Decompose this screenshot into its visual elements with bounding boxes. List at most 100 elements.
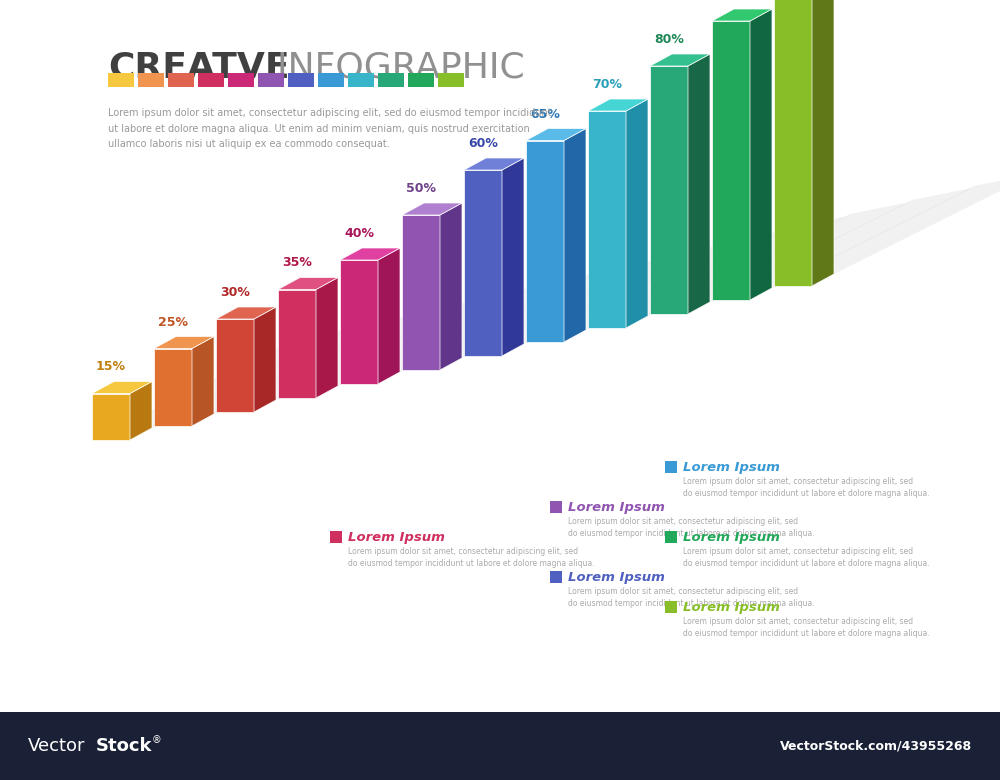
Text: 25%: 25% (158, 315, 188, 328)
Text: MAR: MAR (278, 402, 304, 412)
Text: 35%: 35% (282, 257, 312, 270)
Polygon shape (774, 0, 812, 286)
Polygon shape (464, 158, 524, 170)
Polygon shape (402, 215, 440, 370)
Polygon shape (464, 170, 502, 356)
Bar (378, 73, 404, 87)
Text: Lorem Ipsum: Lorem Ipsum (683, 601, 780, 614)
Polygon shape (316, 278, 338, 398)
Polygon shape (712, 188, 972, 300)
Text: Lorem Ipsum: Lorem Ipsum (568, 501, 665, 513)
Text: Lorem ipsum dolor sit amet, consectetur adipiscing elit, sed
do eiusmod tempor i: Lorem ipsum dolor sit amet, consectetur … (683, 477, 930, 498)
Polygon shape (750, 9, 772, 300)
Text: Lorem ipsum dolor sit amet, consectetur adipiscing elit, sed
do eiusmod tempor i: Lorem ipsum dolor sit amet, consectetur … (683, 547, 930, 568)
Polygon shape (130, 381, 152, 440)
Text: 65%: 65% (530, 108, 560, 120)
Polygon shape (378, 248, 400, 384)
Text: JAN: JAN (154, 430, 175, 440)
Polygon shape (278, 278, 338, 289)
Polygon shape (650, 202, 910, 314)
Bar (168, 73, 194, 87)
Text: FEB: FEB (216, 416, 238, 426)
Polygon shape (154, 349, 192, 426)
Polygon shape (216, 319, 254, 412)
Bar (550, 571, 562, 583)
Text: Lorem Ipsum: Lorem Ipsum (683, 530, 780, 544)
Text: CREATVE: CREATVE (108, 50, 290, 84)
Polygon shape (402, 258, 662, 370)
Polygon shape (526, 129, 586, 140)
Bar (348, 73, 374, 87)
Text: INFOGRAPHIC: INFOGRAPHIC (254, 50, 525, 84)
Bar (408, 73, 434, 87)
Polygon shape (154, 314, 414, 426)
Polygon shape (588, 111, 626, 328)
Text: NOV: NOV (774, 290, 799, 300)
Polygon shape (216, 300, 476, 412)
Text: SEP: SEP (650, 318, 672, 328)
Text: VectorStock.com/43955268: VectorStock.com/43955268 (780, 739, 972, 753)
Text: DEC: DEC (836, 276, 859, 286)
Bar (258, 73, 284, 87)
Bar (330, 531, 342, 543)
Text: AUG: AUG (588, 332, 613, 342)
Text: Lorem ipsum dolor sit amet, consectetur adipiscing elit, sed
do eiusmod tempor i: Lorem ipsum dolor sit amet, consectetur … (348, 547, 595, 568)
Text: Stock: Stock (96, 737, 152, 755)
Polygon shape (92, 381, 152, 393)
Polygon shape (688, 54, 710, 314)
Polygon shape (154, 336, 214, 349)
Text: 60%: 60% (468, 137, 498, 150)
Polygon shape (812, 0, 834, 286)
Text: 50%: 50% (406, 182, 436, 195)
Bar (665, 461, 677, 473)
Polygon shape (774, 174, 1000, 286)
Polygon shape (712, 9, 772, 21)
Polygon shape (464, 244, 724, 356)
Text: 70%: 70% (592, 78, 622, 91)
Bar (0, 712, 1000, 780)
Bar (108, 73, 134, 87)
Bar (318, 73, 344, 87)
Bar (138, 73, 164, 87)
Polygon shape (92, 393, 130, 440)
Text: 15%: 15% (96, 360, 126, 374)
Polygon shape (650, 54, 710, 66)
Bar (665, 601, 677, 613)
Bar (198, 73, 224, 87)
Polygon shape (402, 203, 462, 215)
Polygon shape (588, 216, 848, 328)
Text: Lorem ipsum dolor sit amet, consectetur adipiscing elit, sed
do eiusmod tempor i: Lorem ipsum dolor sit amet, consectetur … (568, 517, 815, 537)
Bar (665, 531, 677, 543)
Polygon shape (340, 272, 600, 384)
Text: 40%: 40% (344, 227, 374, 240)
Text: Lorem Ipsum: Lorem Ipsum (683, 460, 780, 473)
Polygon shape (340, 248, 400, 260)
Polygon shape (278, 286, 538, 398)
Bar (288, 73, 314, 87)
Text: Lorem Ipsum: Lorem Ipsum (568, 570, 665, 583)
Text: Lorem ipsum dolor sit amet, consectetur adipiscing elit, sed
do eiusmod tempor i: Lorem ipsum dolor sit amet, consectetur … (568, 587, 815, 608)
Text: APR: APR (340, 388, 364, 398)
Text: JUL: JUL (526, 346, 545, 356)
Text: OCT: OCT (712, 304, 736, 314)
Polygon shape (440, 203, 462, 370)
Text: 30%: 30% (220, 286, 250, 299)
Polygon shape (92, 328, 352, 440)
Polygon shape (626, 99, 648, 328)
Polygon shape (712, 21, 750, 300)
Text: Vector: Vector (28, 737, 86, 755)
Bar (550, 501, 562, 513)
Polygon shape (340, 260, 378, 384)
Polygon shape (278, 289, 316, 398)
Polygon shape (192, 336, 214, 426)
Text: JUN: JUN (464, 360, 485, 370)
Polygon shape (650, 66, 688, 314)
Text: MAY: MAY (402, 374, 427, 384)
Polygon shape (502, 158, 524, 356)
Text: Lorem Ipsum: Lorem Ipsum (348, 530, 445, 544)
Polygon shape (216, 307, 276, 319)
Text: Lorem ipsum dolor sit amet, consectetur adipiscing elit, sed
do eiusmod tempor i: Lorem ipsum dolor sit amet, consectetur … (683, 617, 930, 638)
Polygon shape (254, 307, 276, 412)
Text: ®: ® (152, 735, 162, 745)
Text: Lorem ipsum dolor sit amet, consectetur adipiscing elit, sed do eiusmod tempor i: Lorem ipsum dolor sit amet, consectetur … (108, 108, 552, 149)
